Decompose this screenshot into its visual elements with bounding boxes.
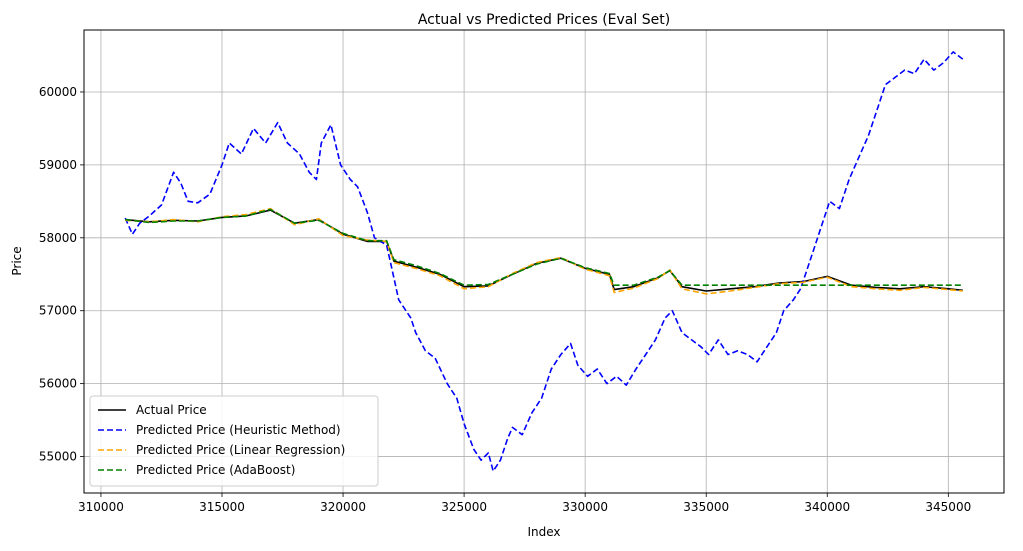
legend-entry: Predicted Price (Linear Regression) [136, 443, 345, 457]
series-line-4 [125, 208, 963, 287]
y-tick-label: 60000 [39, 85, 77, 99]
y-tick-label: 55000 [39, 450, 77, 464]
legend: Actual Price Predicted Price (Heuristic M… [89, 395, 379, 487]
legend-box [89, 395, 379, 487]
legend-entry: Predicted Price (AdaBoost) [136, 463, 295, 477]
x-tick-label: 345000 [925, 500, 971, 514]
x-tick-label: 335000 [683, 500, 729, 514]
series-line-1 [125, 209, 963, 292]
x-tick-label: 325000 [441, 500, 487, 514]
chart-title: Actual vs Predicted Prices (Eval Set) [418, 12, 670, 28]
legend-entry: Predicted Price (Heuristic Method) [136, 423, 341, 437]
plot-frame [83, 29, 1005, 494]
x-tick-label: 330000 [562, 500, 608, 514]
series-group [124, 51, 964, 472]
y-tick-label: 56000 [39, 377, 77, 391]
x-tick-label: 310000 [78, 500, 124, 514]
series-line-3 [125, 207, 963, 295]
x-tick-label: 340000 [804, 500, 850, 514]
y-tick-label: 57000 [39, 304, 77, 318]
x-tick-label: 320000 [320, 500, 366, 514]
legend-entry: Actual Price [136, 403, 207, 417]
grid [84, 30, 1004, 493]
x-axis-label: Index [527, 525, 560, 539]
x-tick-label: 315000 [199, 500, 245, 514]
y-axis: 55000 56000 57000 58000 59000 60000 [39, 85, 84, 464]
y-axis-label: Price [10, 246, 24, 275]
y-tick-label: 59000 [39, 158, 77, 172]
y-tick-label: 58000 [39, 231, 77, 245]
x-axis: 310000 315000 320000 325000 330000 335000 3400… [78, 493, 971, 514]
series-line-2 [124, 51, 964, 472]
